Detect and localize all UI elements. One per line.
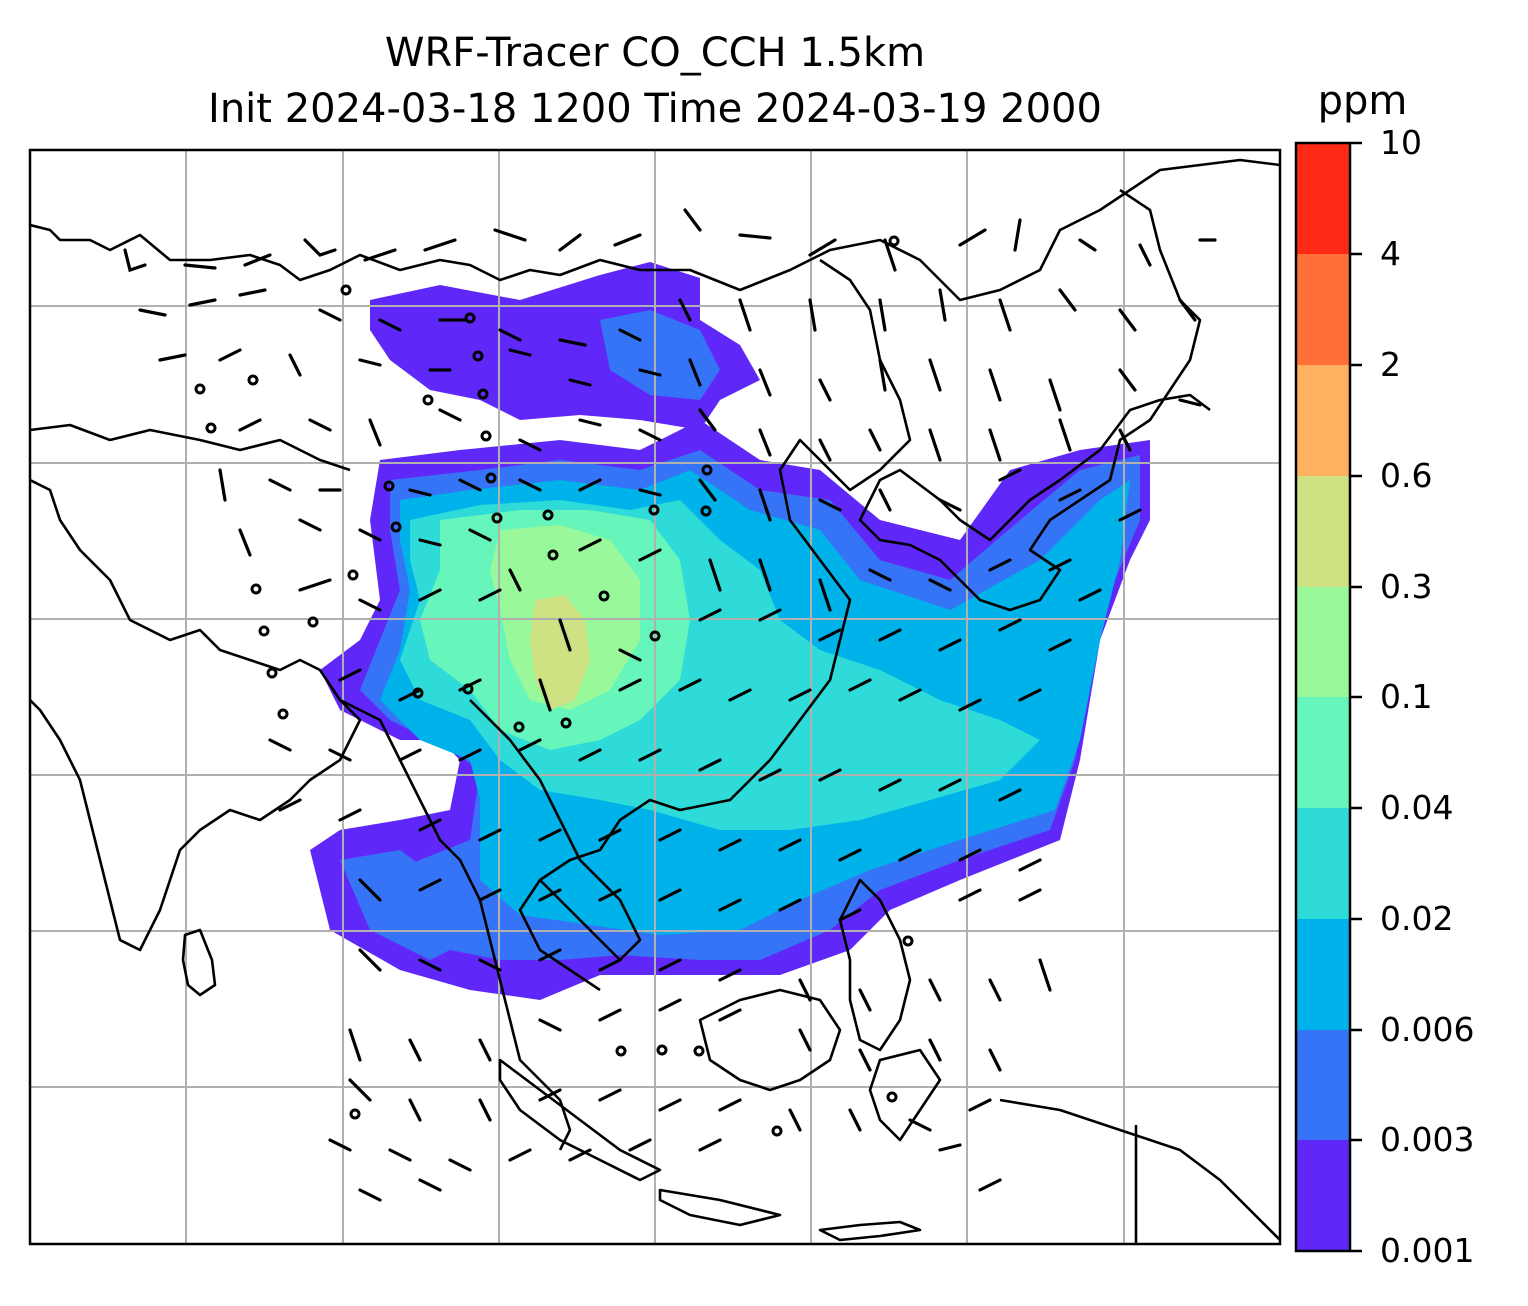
colorbar-band-7 [1296, 919, 1350, 1030]
colorbar-tick-label: 0.1 [1380, 677, 1433, 716]
colorbar-tick-label: 0.003 [1380, 1120, 1475, 1159]
colorbar-band-2 [1296, 365, 1350, 476]
concentration-field [310, 262, 1150, 1000]
colorbar-band-4 [1296, 587, 1350, 697]
coastline-north [30, 158, 1280, 302]
colorbar-ticks [1350, 141, 1362, 1253]
colorbar-band-1 [1296, 254, 1350, 365]
coastline-sri-lanka [181, 928, 217, 997]
coastline-new-guinea [999, 1098, 1280, 1241]
coastline-java [658, 1188, 782, 1227]
colorbar-tick-label: 4 [1380, 234, 1401, 273]
colorbar-band-0 [1296, 143, 1350, 254]
colorbar [1294, 141, 1362, 1253]
colorbar-tick-label: 0.001 [1380, 1231, 1475, 1270]
map-title-line2: Init 2024-03-18 1200 Time 2024-03-19 200… [208, 86, 1102, 132]
plume-core-yellow [530, 595, 590, 710]
colorbar-band-6 [1296, 808, 1350, 919]
colorbar-tick-label: 0.04 [1380, 788, 1454, 827]
coastline-indochina [469, 699, 642, 962]
colorbar-tick-label: 0.6 [1380, 456, 1433, 495]
coastline-sumatra [498, 1058, 662, 1182]
colorbar-band-3 [1296, 476, 1350, 587]
coastlines [30, 158, 1280, 1244]
calm-circles [194, 235, 914, 1137]
plume-south-blue [340, 850, 470, 960]
coastline-philippines [838, 878, 912, 1052]
coastline-sulawesi [868, 1048, 942, 1142]
coastline-borneo [698, 988, 842, 1092]
colorbar-tick-label: 0.02 [1380, 899, 1454, 938]
map-title-line1: WRF-Tracer CO_CCH 1.5km [384, 30, 926, 76]
colorbar-unit-label: ppm [1317, 78, 1408, 124]
colorbar-band-5 [1296, 697, 1350, 808]
wind-barbs [123, 208, 1217, 1202]
coastline-west-mainland [30, 423, 351, 472]
gridlines [30, 150, 1280, 1244]
colorbar-band-9 [1296, 1140, 1350, 1251]
colorbar-band-8 [1296, 1030, 1350, 1140]
coastline-korea-japan [858, 188, 1211, 612]
map-frame [28, 148, 1282, 1246]
colorbar-tick-label: 0.3 [1380, 567, 1433, 606]
colorbar-tick-label: 2 [1380, 345, 1401, 384]
coastline-timor [818, 1220, 922, 1242]
coastline-china-east [518, 258, 912, 992]
colorbar-tick-label: 10 [1380, 123, 1422, 162]
colorbar-tick-label: 0.006 [1380, 1010, 1475, 1049]
plume-north-blue [600, 310, 720, 400]
coastline-india [30, 478, 362, 952]
